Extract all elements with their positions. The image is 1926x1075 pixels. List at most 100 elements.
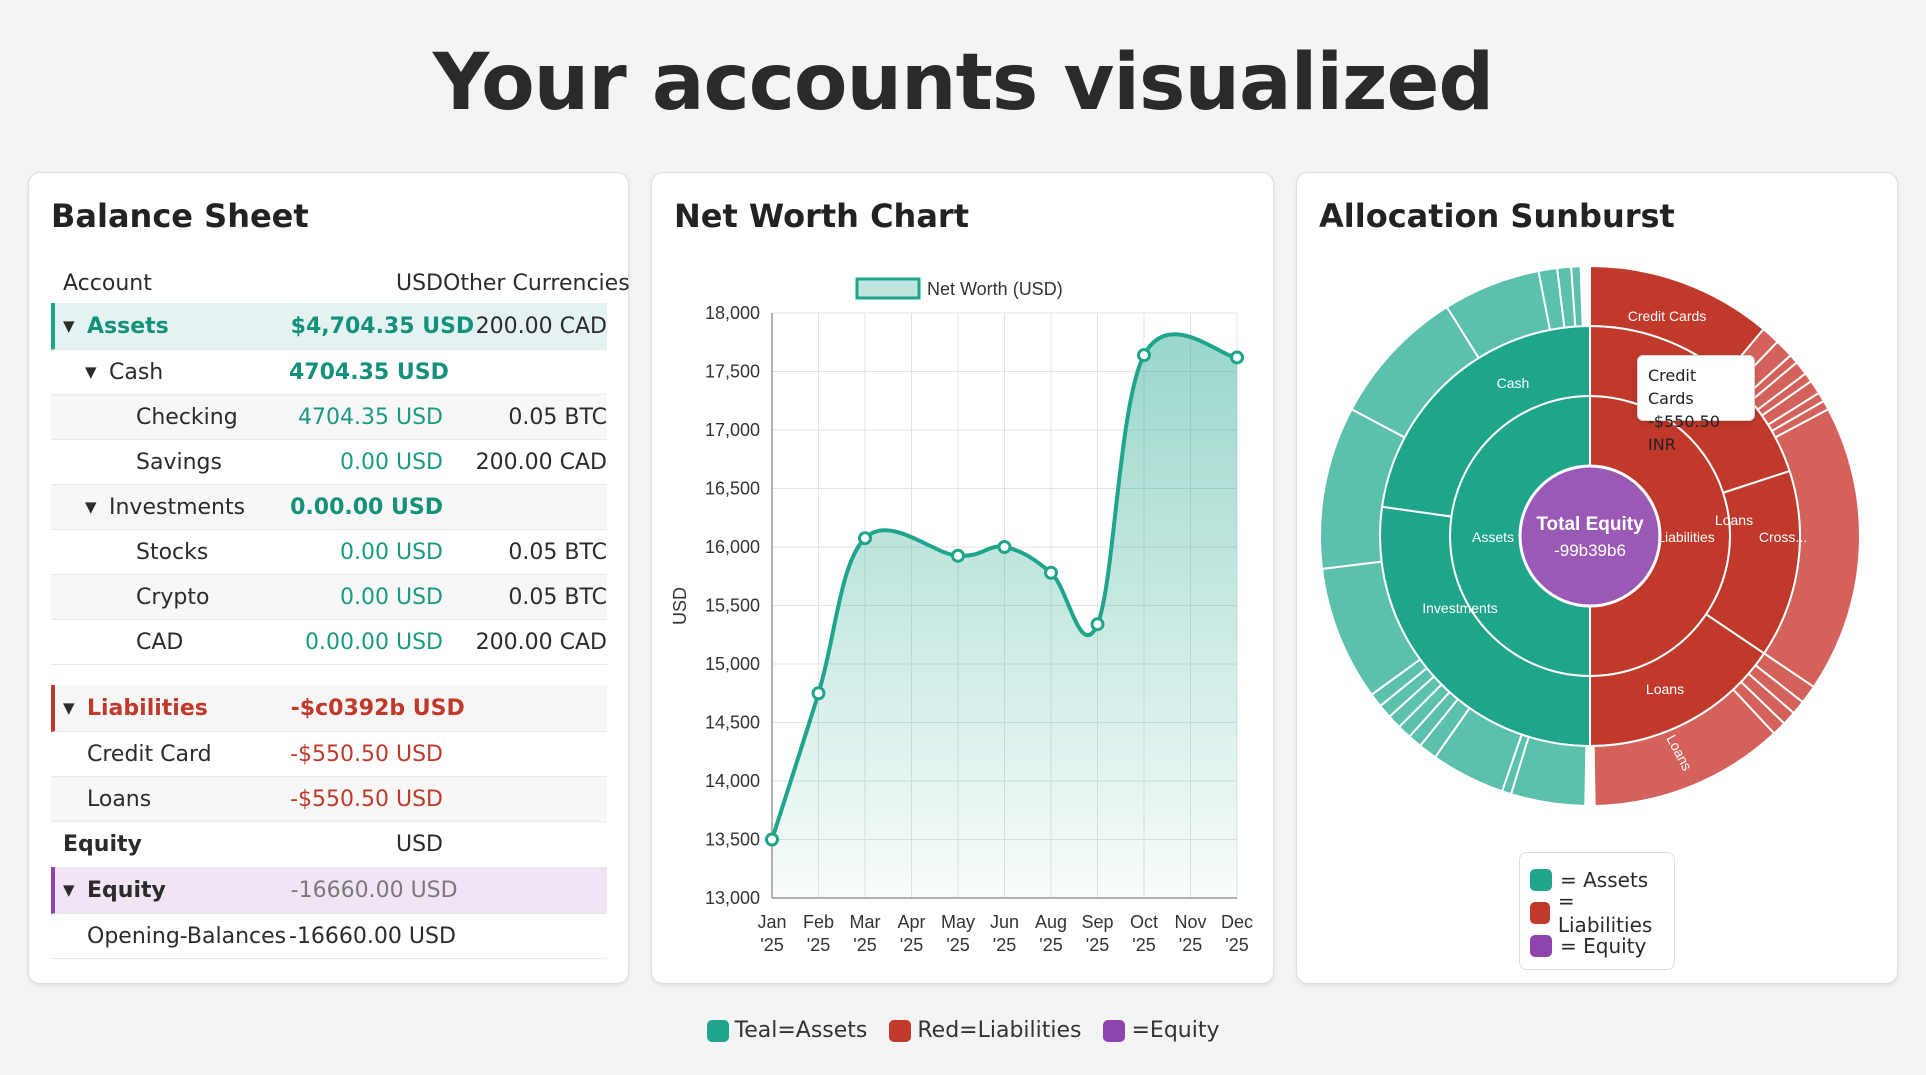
x-tick-label: Dec: [1221, 912, 1253, 932]
x-tick-label: Oct: [1130, 912, 1158, 932]
table-row-cash[interactable]: ▼ Cash 4704.35 USD: [51, 350, 607, 395]
assets-swatch: [706, 1019, 729, 1042]
y-tick-label: 17,500: [705, 362, 760, 382]
assets-swatch: [1530, 868, 1552, 891]
table-row-loans[interactable]: Loans -$550.50 USD: [51, 777, 607, 822]
equity-swatch: [1530, 934, 1552, 957]
outer-loans-arc[interactable]: [1592, 688, 1776, 807]
segment-label-cross: Cross...: [1759, 529, 1807, 545]
account-label: Cash: [109, 359, 164, 385]
collapse-triangle-icon[interactable]: ▼: [85, 363, 97, 381]
x-tick-label: '25: [1225, 935, 1248, 955]
table-row-assets[interactable]: ▼ Assets $4,704.35 USD 200.00 CAD: [51, 303, 607, 350]
account-label: Equity: [63, 832, 142, 857]
collapse-triangle-icon[interactable]: ▼: [63, 317, 75, 335]
balance-sheet-title: Balance Sheet: [51, 197, 309, 235]
segment-label-investments: Investments: [1422, 600, 1497, 616]
table-row-checking[interactable]: Checking 4704.35 USD 0.05 BTC: [51, 395, 607, 440]
equity-swatch: [1103, 1019, 1126, 1042]
outer-asset-sliver-arc[interactable]: [1570, 265, 1584, 328]
y-tick-label: 15,000: [705, 654, 760, 674]
balance-sheet-card: Balance Sheet Account USD Other Currenci…: [28, 172, 630, 984]
data-point[interactable]: [1137, 348, 1151, 363]
x-tick-label: '25: [900, 935, 923, 955]
bottom-legend-assets: Teal=Assets: [706, 1018, 868, 1043]
segment-label-loans-mid: Loans: [1646, 681, 1684, 697]
x-tick-label: May: [941, 912, 975, 932]
account-label: Crypto: [136, 584, 210, 610]
data-point[interactable]: [1044, 565, 1058, 580]
y-tick-label: 14,000: [705, 771, 760, 791]
account-label: Loans: [87, 786, 152, 812]
usd-value: 0.00 USD: [340, 539, 443, 565]
y-tick-label: 14,500: [705, 713, 760, 733]
x-tick-label: '25: [993, 935, 1016, 955]
table-row-stocks[interactable]: Stocks 0.00 USD 0.05 BTC: [51, 530, 607, 575]
balance-sheet-table: Account USD Other Currencies ▼ Assets $4,…: [51, 263, 630, 959]
account-label: Savings: [136, 449, 222, 475]
table-row-credit-card[interactable]: Credit Card -$550.50 USD: [51, 732, 607, 777]
y-tick-label: 15,500: [705, 596, 760, 616]
y-tick-label: 13,500: [705, 830, 760, 850]
x-tick-label: '25: [1132, 935, 1155, 955]
table-row-liabilities[interactable]: ▼ Liabilities -$c0392b USD: [51, 685, 607, 732]
x-tick-label: Jan: [757, 912, 786, 932]
x-tick-label: Apr: [897, 912, 925, 932]
usd-value: 0.00.00 USD: [305, 629, 443, 655]
account-label: Stocks: [136, 539, 209, 565]
usd-value: $4,704.35 USD: [290, 313, 475, 339]
data-point[interactable]: [858, 531, 872, 546]
data-point[interactable]: [1090, 617, 1105, 632]
legend-label: = Liabilities: [1557, 888, 1653, 937]
collapse-triangle-icon[interactable]: ▼: [63, 881, 75, 899]
x-tick-label: '25: [946, 935, 969, 955]
other-value: 200.00 CAD: [475, 313, 607, 339]
table-row-crypto[interactable]: Crypto 0.00 USD 0.05 BTC: [51, 575, 607, 620]
table-row-investments[interactable]: ▼ Investments 0.00.00 USD: [51, 485, 607, 530]
table-row-opening-balances[interactable]: Opening-Balances -16660.00 USD: [51, 914, 607, 959]
collapse-triangle-icon[interactable]: ▼: [85, 498, 97, 516]
header-usd: USD: [395, 270, 443, 296]
data-point[interactable]: [765, 832, 779, 847]
page-title: Your accounts visualized: [432, 38, 1494, 128]
legend-item-liabilities: = Liabilities: [1530, 889, 1664, 937]
x-tick-label: Nov: [1174, 912, 1206, 932]
bottom-legend-label: Teal=Assets: [734, 1018, 868, 1043]
account-label: Equity: [87, 877, 166, 903]
x-tick-label: Feb: [803, 912, 834, 932]
center-label: Total Equity: [1536, 514, 1644, 535]
table-row-savings[interactable]: Savings 0.00 USD 200.00 CAD: [51, 440, 607, 485]
equity-center[interactable]: [1518, 464, 1662, 608]
data-point[interactable]: [997, 540, 1012, 554]
y-tick-label: 18,000: [705, 303, 760, 323]
table-row-equity[interactable]: ▼ Equity -16660.00 USD: [51, 867, 607, 914]
usd-value: 0.00 USD: [340, 584, 443, 610]
data-point[interactable]: [951, 548, 965, 563]
data-point[interactable]: [811, 686, 826, 701]
table-row-cad[interactable]: CAD 0.00.00 USD 200.00 CAD: [51, 620, 607, 665]
collapse-triangle-icon[interactable]: ▼: [63, 699, 75, 717]
y-axis-label: USD: [670, 587, 690, 625]
y-tick-label: 13,000: [705, 888, 760, 908]
usd-value: -16660.00 USD: [289, 923, 456, 949]
account-label: CAD: [136, 629, 184, 655]
x-tick-label: '25: [1039, 935, 1062, 955]
usd-value: -$c0392b USD: [290, 695, 465, 721]
account-label: Liabilities: [87, 695, 208, 721]
other-value: 0.05 BTC: [508, 404, 607, 430]
other-value: 0.05 BTC: [508, 539, 607, 565]
x-tick-label: '25: [807, 935, 830, 955]
usd-value: 4704.35 USD: [298, 404, 443, 430]
x-tick-label: '25: [760, 935, 783, 955]
center-value: -99b39b6: [1554, 541, 1626, 560]
other-value: 200.00 CAD: [475, 629, 607, 655]
segment-label-assets: Assets: [1472, 529, 1514, 545]
account-label: Assets: [87, 313, 169, 339]
account-label: Checking: [136, 404, 238, 430]
data-point[interactable]: [1230, 350, 1244, 365]
legend-label: = Equity: [1560, 933, 1647, 958]
bottom-legend-label: =Equity: [1131, 1018, 1220, 1043]
usd-value: 0.00.00 USD: [290, 494, 443, 520]
segment-label-cash: Cash: [1497, 375, 1530, 391]
segment-label-liabilities: Liabilities: [1657, 529, 1715, 545]
